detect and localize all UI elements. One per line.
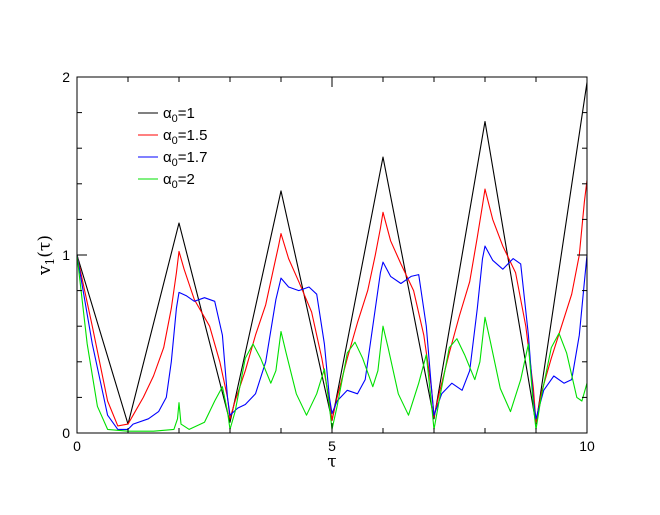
legend-label-3: α0=2	[163, 171, 195, 191]
series-line-0	[76, 82, 588, 425]
y-axis-label-main: v	[35, 265, 55, 276]
axis-ticks: 0 5 10 0 1 2	[62, 69, 595, 454]
y-axis-label-arg: (τ)	[35, 235, 55, 258]
legend-label-0: α0=1	[163, 105, 195, 125]
y-tick-label: 0	[62, 425, 70, 441]
x-axis-label: τ	[327, 452, 336, 472]
legend-label-1: α0=1.5	[163, 127, 207, 147]
x-tick-label: 5	[328, 438, 336, 454]
series-line-1	[76, 180, 588, 427]
x-tick-label: 10	[579, 438, 595, 454]
x-tick-label: 0	[73, 438, 81, 454]
y-tick-label: 2	[62, 69, 70, 85]
series-line-2	[76, 245, 588, 430]
legend-label-2: α0=1.7	[163, 149, 207, 169]
series-line-3	[76, 254, 588, 432]
series-layer	[76, 82, 588, 432]
plot-frame	[76, 76, 588, 434]
y-tick-label: 1	[62, 247, 70, 263]
y-axis-label-sub: 1	[43, 258, 57, 266]
legend: α0=1α0=1.5α0=1.7α0=2	[138, 105, 207, 191]
y-axis-label: v1(τ)	[35, 235, 57, 276]
